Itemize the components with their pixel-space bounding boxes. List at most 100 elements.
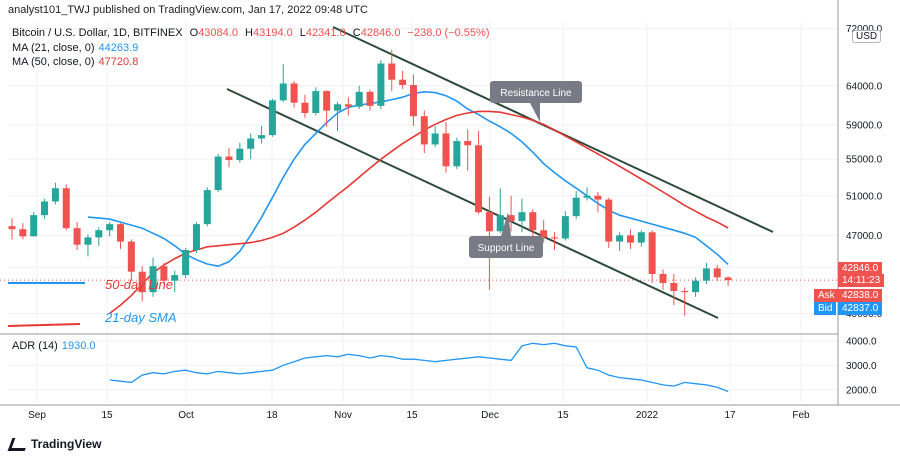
adr-label: ADR (14) — [12, 340, 58, 352]
candle-body[interactable] — [594, 195, 602, 200]
resistance-callout-pointer — [530, 103, 540, 122]
candle-body[interactable] — [702, 268, 710, 281]
candle-body[interactable] — [84, 237, 92, 245]
candle-body[interactable] — [106, 224, 114, 231]
candle-body[interactable] — [485, 212, 493, 232]
candle-body[interactable] — [409, 84, 417, 117]
high-value: 43194.0 — [252, 27, 293, 39]
candle-body[interactable] — [388, 63, 396, 80]
candle-body[interactable] — [8, 226, 16, 230]
candle-body[interactable] — [670, 282, 678, 291]
candle-body[interactable] — [117, 224, 124, 242]
bid-badge: 42837.0 — [838, 302, 883, 315]
candle-body[interactable] — [496, 215, 504, 232]
candle-body[interactable] — [214, 156, 222, 191]
time-tick-label: Feb — [792, 410, 810, 421]
price-tick-label: 51000.0 — [846, 191, 883, 202]
candle-body[interactable] — [518, 212, 526, 222]
low-value: 42341.0 — [305, 27, 346, 39]
candle-body[interactable] — [19, 229, 27, 237]
candle-body[interactable] — [95, 230, 103, 238]
candle-body[interactable] — [192, 224, 200, 250]
candle-body[interactable] — [475, 145, 483, 213]
ma50-legend[interactable]: MA (50, close, 0) 47720.8 — [12, 56, 138, 68]
candle-body[interactable] — [659, 273, 667, 283]
candle-body[interactable] — [247, 138, 255, 149]
candle-body[interactable] — [290, 83, 298, 103]
candle-body[interactable] — [62, 188, 70, 229]
candle-body[interactable] — [149, 266, 157, 293]
candle-body[interactable] — [529, 212, 537, 231]
candle-body[interactable] — [453, 141, 461, 167]
resistance-callout-box — [490, 81, 582, 103]
ma50-series-line — [109, 110, 729, 315]
candles[interactable] — [8, 50, 732, 316]
symbol-legend[interactable]: Bitcoin / U.S. Dollar, 1D, BITFINEX O430… — [12, 27, 493, 39]
time-tick-label: 18 — [266, 410, 278, 421]
candle-body[interactable] — [73, 228, 81, 245]
candle-body[interactable] — [127, 241, 135, 272]
adr-tick-label: 3000.0 — [846, 361, 877, 372]
adr-legend[interactable]: ADR (14) 1930.0 — [12, 340, 96, 352]
time-tick-label: Oct — [178, 410, 194, 421]
candle-body[interactable] — [203, 190, 211, 225]
currency-button[interactable]: USD — [852, 30, 882, 43]
candle-body[interactable] — [464, 141, 472, 146]
candle-body[interactable] — [160, 266, 168, 281]
candle-body[interactable] — [399, 79, 407, 85]
candle-body[interactable] — [30, 215, 38, 237]
callouts: Resistance Line Support Line — [469, 81, 582, 258]
candle-body[interactable] — [648, 232, 656, 274]
candle-body[interactable] — [540, 230, 548, 238]
candle-body[interactable] — [279, 83, 287, 101]
support-callout-box — [469, 236, 543, 258]
candle-body[interactable] — [442, 133, 450, 167]
candle-body[interactable] — [605, 199, 613, 242]
candle-body[interactable] — [138, 271, 146, 293]
candle-body[interactable] — [420, 116, 428, 145]
candle-body[interactable] — [572, 197, 580, 217]
candle-body[interactable] — [51, 188, 59, 202]
time-tick-label: 15 — [101, 410, 113, 421]
tradingview-icon — [7, 438, 30, 452]
candle-body[interactable] — [713, 268, 721, 278]
ma50-label: MA (50, close, 0) — [12, 56, 95, 68]
candle-body[interactable] — [431, 133, 439, 145]
ma50-annotation: 50-day Line — [105, 277, 173, 292]
candle-body[interactable] — [583, 195, 591, 198]
candle-body[interactable] — [377, 63, 385, 106]
candle-body[interactable] — [366, 91, 374, 106]
candle-body[interactable] — [355, 91, 363, 107]
candle-body[interactable] — [41, 201, 49, 216]
adr-tick-label: 4000.0 — [846, 336, 877, 347]
close-label: C — [352, 27, 361, 39]
candle-body[interactable] — [323, 91, 331, 111]
candle-body[interactable] — [637, 232, 645, 243]
candle-body[interactable] — [312, 91, 320, 114]
adr-value: 1930.0 — [61, 340, 96, 352]
candle-body[interactable] — [334, 104, 341, 111]
candle-body[interactable] — [301, 102, 309, 114]
candle-body[interactable] — [616, 235, 624, 242]
candle-body[interactable] — [344, 104, 352, 107]
candle-body[interactable] — [182, 249, 190, 276]
candle-body[interactable] — [551, 237, 558, 239]
candle-body[interactable] — [225, 156, 233, 161]
support-line — [226, 88, 719, 319]
ma21-legend[interactable]: MA (21, close, 0) 44263.9 — [12, 42, 138, 54]
candle-body[interactable] — [258, 135, 266, 139]
time-tick-label: Sep — [28, 410, 46, 421]
candle-body[interactable] — [626, 235, 634, 243]
candle-body[interactable] — [724, 277, 732, 281]
candle-body[interactable] — [268, 100, 276, 136]
bid-label: Bid — [814, 302, 837, 315]
candle-body[interactable] — [507, 215, 515, 222]
candle-body[interactable] — [561, 216, 569, 239]
tradingview-logo[interactable]: TradingView — [7, 437, 101, 452]
candle-body[interactable] — [171, 275, 179, 281]
publish-header: analyst101_TWJ published on TradingView.… — [8, 4, 368, 16]
candle-body[interactable] — [681, 290, 689, 293]
candle-body[interactable] — [236, 148, 244, 161]
candle-body[interactable] — [692, 280, 700, 293]
